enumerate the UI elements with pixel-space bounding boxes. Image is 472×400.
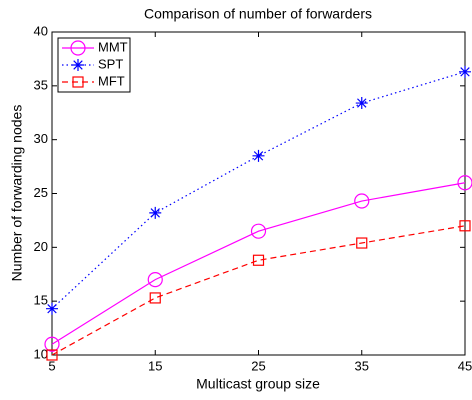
x-tick-label: 5 [48, 358, 55, 373]
x-axis-label: Multicast group size [196, 376, 320, 392]
marker [459, 220, 471, 232]
marker [457, 175, 472, 191]
marker [44, 336, 60, 352]
y-tick-label: 35 [34, 77, 48, 92]
marker [252, 149, 265, 162]
y-tick-label: 15 [34, 293, 48, 308]
marker [252, 254, 265, 266]
legend-label: MMT [98, 39, 128, 54]
y-tick-label: 25 [34, 185, 48, 200]
marker [354, 193, 370, 209]
x-tick-label: 15 [148, 358, 162, 373]
y-tick-label: 20 [34, 239, 48, 254]
marker [356, 237, 368, 249]
x-tick-label: 45 [458, 358, 472, 373]
y-tick-label: 10 [34, 346, 48, 361]
marker [250, 223, 267, 239]
marker [149, 206, 162, 219]
legend-box [57, 37, 131, 93]
marker [149, 292, 161, 304]
series-line [51, 182, 466, 345]
y-axis-label: Number of forwarding nodes [9, 105, 25, 282]
legend-label: MFT [98, 73, 125, 88]
x-tick-label: 25 [251, 358, 265, 373]
marker [46, 349, 58, 361]
legend-marker [70, 40, 86, 56]
marker [459, 65, 471, 78]
marker [147, 272, 163, 288]
y-tick-label: 30 [34, 131, 48, 146]
chart-title: Comparison of number of forwarders [144, 6, 372, 22]
marker [355, 97, 368, 110]
legend-marker [72, 59, 84, 71]
y-tick-label: 40 [34, 23, 48, 38]
x-tick-label: 35 [355, 358, 369, 373]
legend-marker [72, 76, 84, 88]
series-line [51, 71, 466, 310]
legend-label: SPT [98, 56, 123, 71]
marker [46, 302, 58, 315]
